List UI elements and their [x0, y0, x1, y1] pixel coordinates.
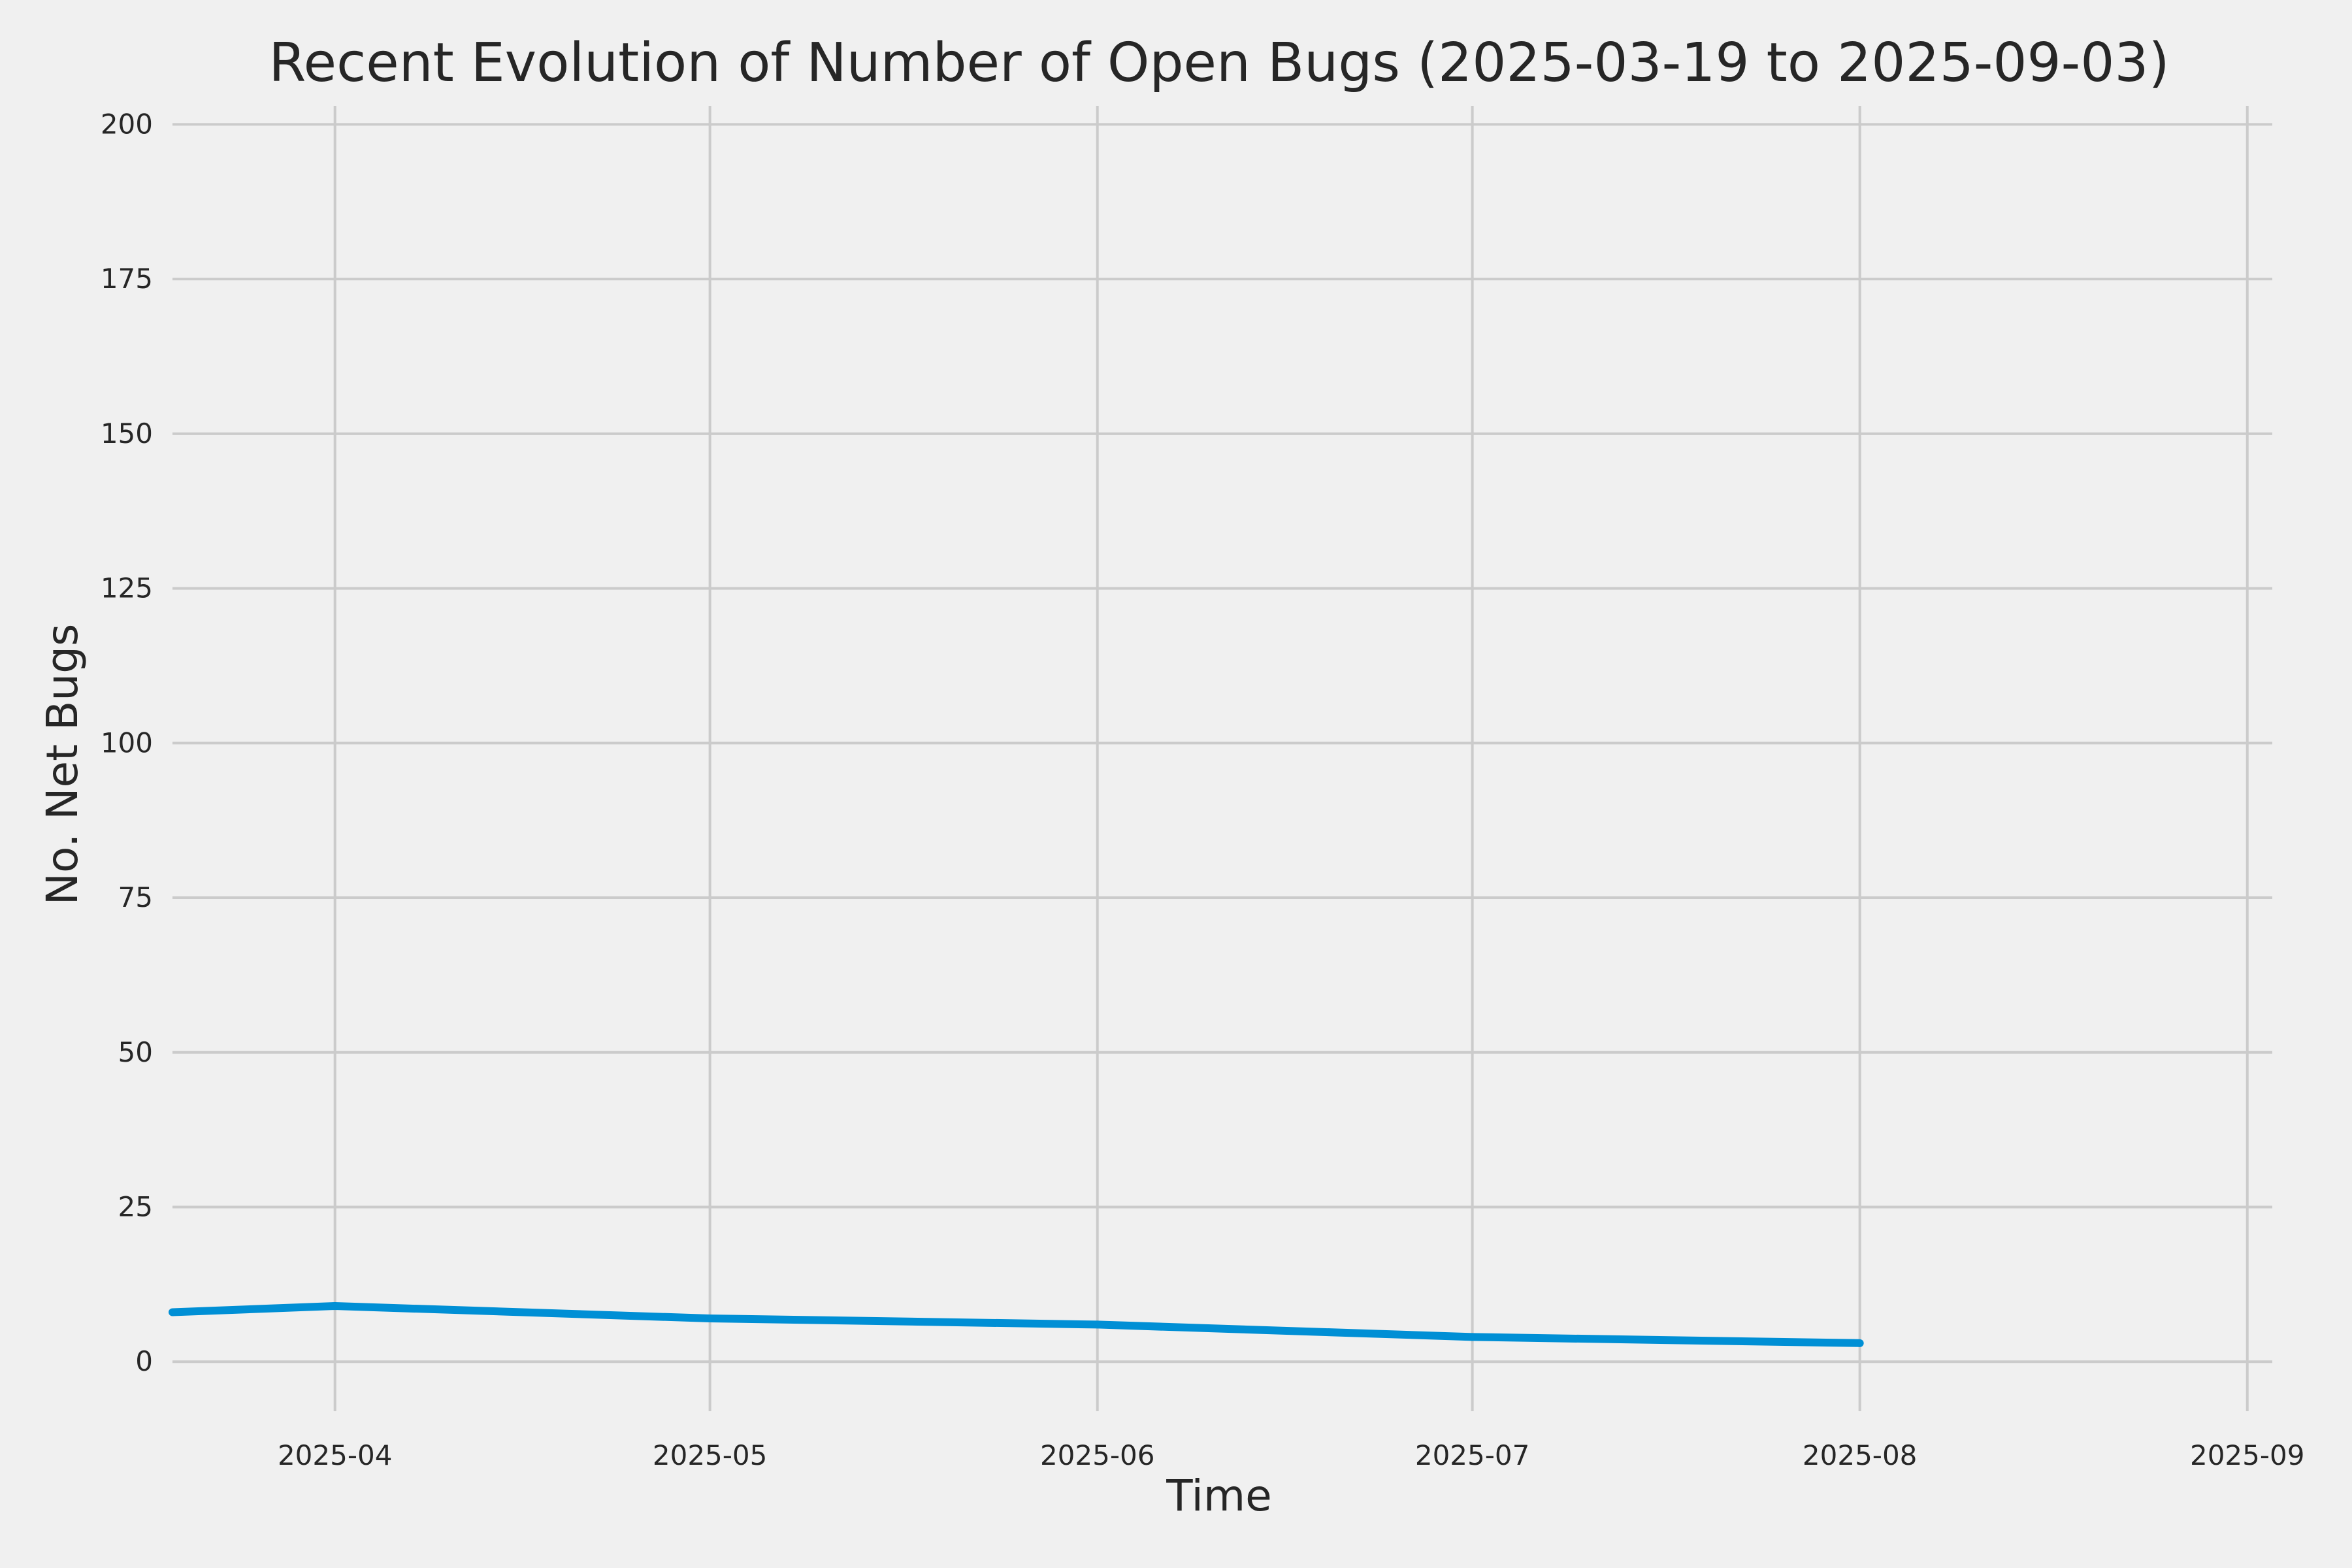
y-tick-label: 100 — [101, 727, 153, 759]
data-point — [169, 1308, 176, 1316]
x-tick-label: 2025-08 — [1803, 1439, 1918, 1471]
x-tick-label: 2025-05 — [653, 1439, 768, 1471]
y-tick-label: 200 — [101, 108, 153, 140]
series-line — [172, 1302, 1860, 1347]
series-layer — [169, 1302, 1864, 1347]
data-point — [706, 1314, 714, 1322]
y-tick-label: 125 — [101, 572, 153, 604]
data-point — [1093, 1320, 1102, 1329]
y-tick-label: 150 — [101, 417, 153, 449]
chart-title: Recent Evolution of Number of Open Bugs … — [269, 32, 2169, 94]
y-tick-label: 175 — [101, 263, 153, 295]
y-axis-ticks: 0 25 50 75 100 125 150 175 200 — [101, 108, 153, 1377]
y-tick-label: 25 — [118, 1191, 153, 1223]
data-point — [331, 1302, 339, 1311]
x-tick-label: 2025-09 — [2190, 1439, 2305, 1471]
x-tick-label: 2025-06 — [1040, 1439, 1155, 1471]
y-tick-label: 50 — [118, 1036, 153, 1068]
y-tick-label: 0 — [135, 1345, 153, 1377]
x-axis-label: Time — [1166, 1471, 1272, 1521]
data-point — [1855, 1339, 1864, 1347]
x-tick-label: 2025-04 — [278, 1439, 393, 1471]
y-axis-label: No. Net Bugs — [37, 624, 88, 906]
x-axis-ticks: 2025-04 2025-05 2025-06 2025-07 2025-08 2025-… — [278, 1439, 2305, 1471]
grid — [172, 106, 2272, 1411]
data-point — [1468, 1333, 1477, 1341]
y-tick-label: 75 — [118, 881, 153, 913]
x-tick-label: 2025-07 — [1415, 1439, 1530, 1471]
